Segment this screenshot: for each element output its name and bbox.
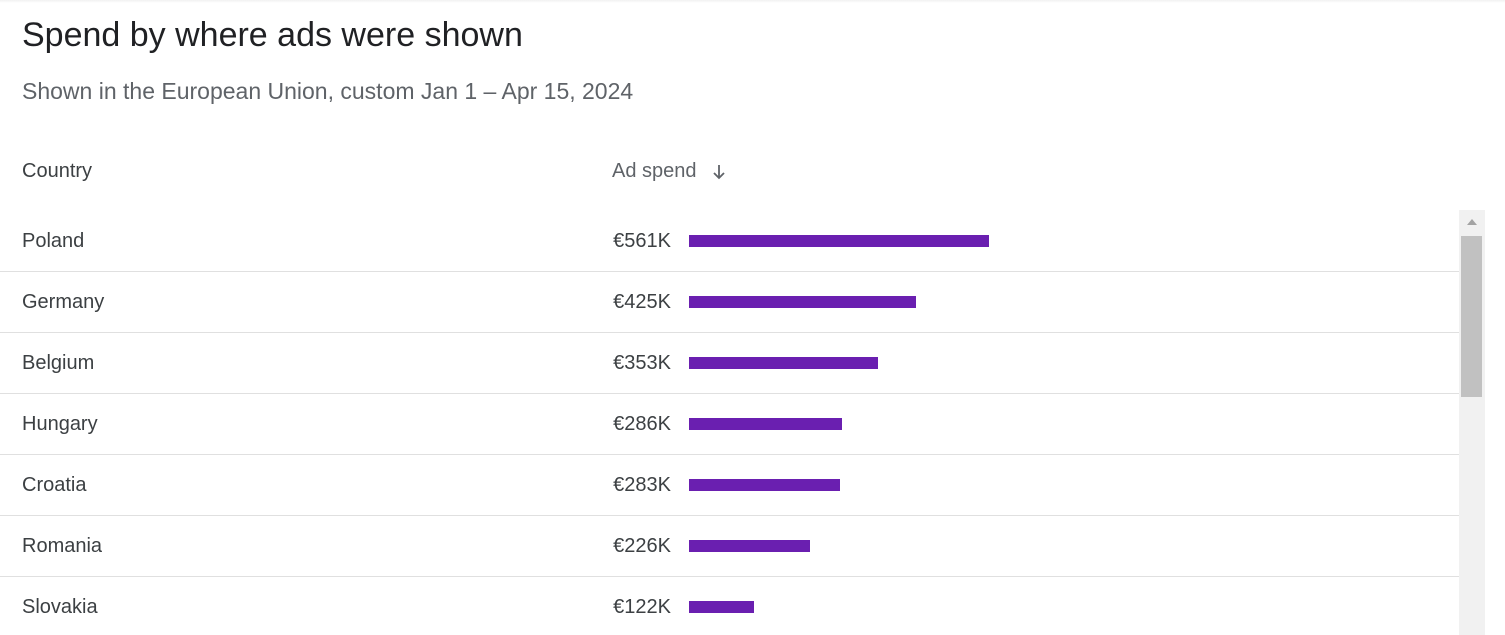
country-cell: Belgium <box>22 352 95 374</box>
spend-bar <box>689 418 842 430</box>
spend-value: €122K <box>613 596 671 618</box>
arrow-down-icon <box>711 163 727 181</box>
column-header-country[interactable]: Country <box>22 160 93 182</box>
table-row: Belgium €353K <box>0 333 1459 394</box>
table-row: Germany €425K <box>0 272 1459 333</box>
spend-bar <box>689 357 878 369</box>
column-header-ad-spend[interactable]: Ad spend <box>612 160 727 183</box>
country-cell: Germany <box>22 291 105 313</box>
spend-bar <box>689 235 989 247</box>
spend-value: €283K <box>613 474 671 496</box>
spend-value: €425K <box>613 291 671 313</box>
top-divider <box>0 0 1505 3</box>
page-subtitle: Shown in the European Union, custom Jan … <box>22 78 634 104</box>
spend-bar <box>689 601 754 613</box>
spend-value: €353K <box>613 352 671 374</box>
vertical-scrollbar[interactable] <box>1459 210 1485 635</box>
table-row: Croatia €283K <box>0 455 1459 516</box>
spend-value: €286K <box>613 413 671 435</box>
spend-bar <box>689 479 840 491</box>
country-cell: Romania <box>22 535 103 557</box>
country-cell: Hungary <box>22 413 98 435</box>
spend-bar <box>689 540 810 552</box>
table-row: Poland €561K <box>0 210 1459 272</box>
table-body: Poland €561K Germany €425K Belgium €353K… <box>0 210 1459 635</box>
country-cell: Croatia <box>22 474 87 496</box>
scroll-up-arrow-icon[interactable] <box>1459 210 1485 234</box>
column-header-ad-spend-label: Ad spend <box>612 160 697 182</box>
country-cell: Slovakia <box>22 596 98 618</box>
table-row: Slovakia €122K <box>0 577 1459 635</box>
table-row: Hungary €286K <box>0 394 1459 455</box>
table-row: Romania €226K <box>0 516 1459 577</box>
country-cell: Poland <box>22 230 85 252</box>
scrollbar-thumb[interactable] <box>1461 236 1482 397</box>
spend-value: €226K <box>613 535 671 557</box>
spend-value: €561K <box>613 230 671 252</box>
spend-bar <box>689 296 916 308</box>
page-title: Spend by where ads were shown <box>22 16 523 54</box>
